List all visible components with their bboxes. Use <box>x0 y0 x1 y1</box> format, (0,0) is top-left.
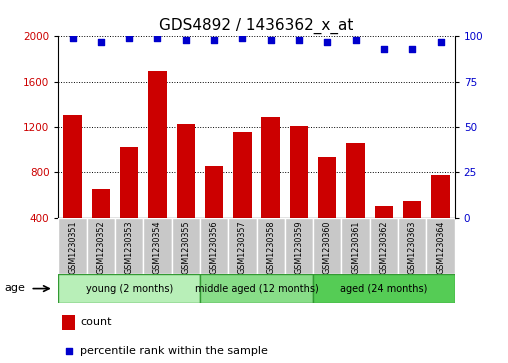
Text: GSM1230355: GSM1230355 <box>181 221 190 274</box>
Bar <box>285 218 313 274</box>
Bar <box>313 218 341 274</box>
Bar <box>58 218 87 274</box>
Point <box>210 37 218 43</box>
Bar <box>318 156 336 263</box>
Point <box>408 46 416 52</box>
Bar <box>200 274 313 303</box>
Text: GSM1230351: GSM1230351 <box>68 221 77 274</box>
Text: GSM1230357: GSM1230357 <box>238 221 247 274</box>
Bar <box>148 72 167 263</box>
Text: young (2 months): young (2 months) <box>85 284 173 294</box>
Bar <box>341 218 370 274</box>
Bar <box>64 115 82 263</box>
Point <box>238 35 246 41</box>
Bar <box>58 274 200 303</box>
Bar <box>120 147 138 263</box>
Bar <box>205 166 224 263</box>
Text: GSM1230353: GSM1230353 <box>124 221 134 274</box>
Bar <box>370 218 398 274</box>
Bar <box>228 218 257 274</box>
Point <box>295 37 303 43</box>
Point <box>436 39 444 45</box>
Text: GSM1230363: GSM1230363 <box>408 221 417 274</box>
Text: GSM1230359: GSM1230359 <box>295 221 303 274</box>
Point <box>153 35 162 41</box>
Bar <box>177 124 195 263</box>
Text: GSM1230356: GSM1230356 <box>210 221 218 274</box>
Bar <box>375 207 393 263</box>
Point <box>97 39 105 45</box>
Bar <box>403 201 422 263</box>
Bar <box>426 218 455 274</box>
Text: count: count <box>80 318 112 327</box>
Bar <box>262 117 280 263</box>
Point <box>65 348 73 354</box>
Point <box>323 39 331 45</box>
Bar <box>233 132 251 263</box>
Bar <box>313 274 455 303</box>
Text: GSM1230362: GSM1230362 <box>379 221 389 274</box>
Bar <box>398 218 426 274</box>
Bar <box>257 218 285 274</box>
Text: GSM1230354: GSM1230354 <box>153 221 162 274</box>
Text: percentile rank within the sample: percentile rank within the sample <box>80 346 268 356</box>
Bar <box>346 143 365 263</box>
Bar <box>91 189 110 263</box>
Title: GDS4892 / 1436362_x_at: GDS4892 / 1436362_x_at <box>160 17 354 33</box>
Text: GSM1230361: GSM1230361 <box>351 221 360 274</box>
Text: GSM1230364: GSM1230364 <box>436 221 445 274</box>
Bar <box>115 218 143 274</box>
Point <box>182 37 190 43</box>
Bar <box>172 218 200 274</box>
Text: GSM1230358: GSM1230358 <box>266 221 275 274</box>
Text: aged (24 months): aged (24 months) <box>340 284 428 294</box>
Bar <box>62 315 75 330</box>
Bar <box>290 126 308 263</box>
Bar <box>143 218 172 274</box>
Point <box>352 37 360 43</box>
Point <box>267 37 275 43</box>
Text: GSM1230352: GSM1230352 <box>97 221 105 274</box>
Text: age: age <box>5 283 25 293</box>
Point <box>69 35 77 41</box>
Bar <box>200 218 228 274</box>
Point <box>380 46 388 52</box>
Bar <box>431 175 450 263</box>
Text: middle aged (12 months): middle aged (12 months) <box>195 284 319 294</box>
Text: GSM1230360: GSM1230360 <box>323 221 332 274</box>
Point <box>125 35 133 41</box>
Bar <box>87 218 115 274</box>
